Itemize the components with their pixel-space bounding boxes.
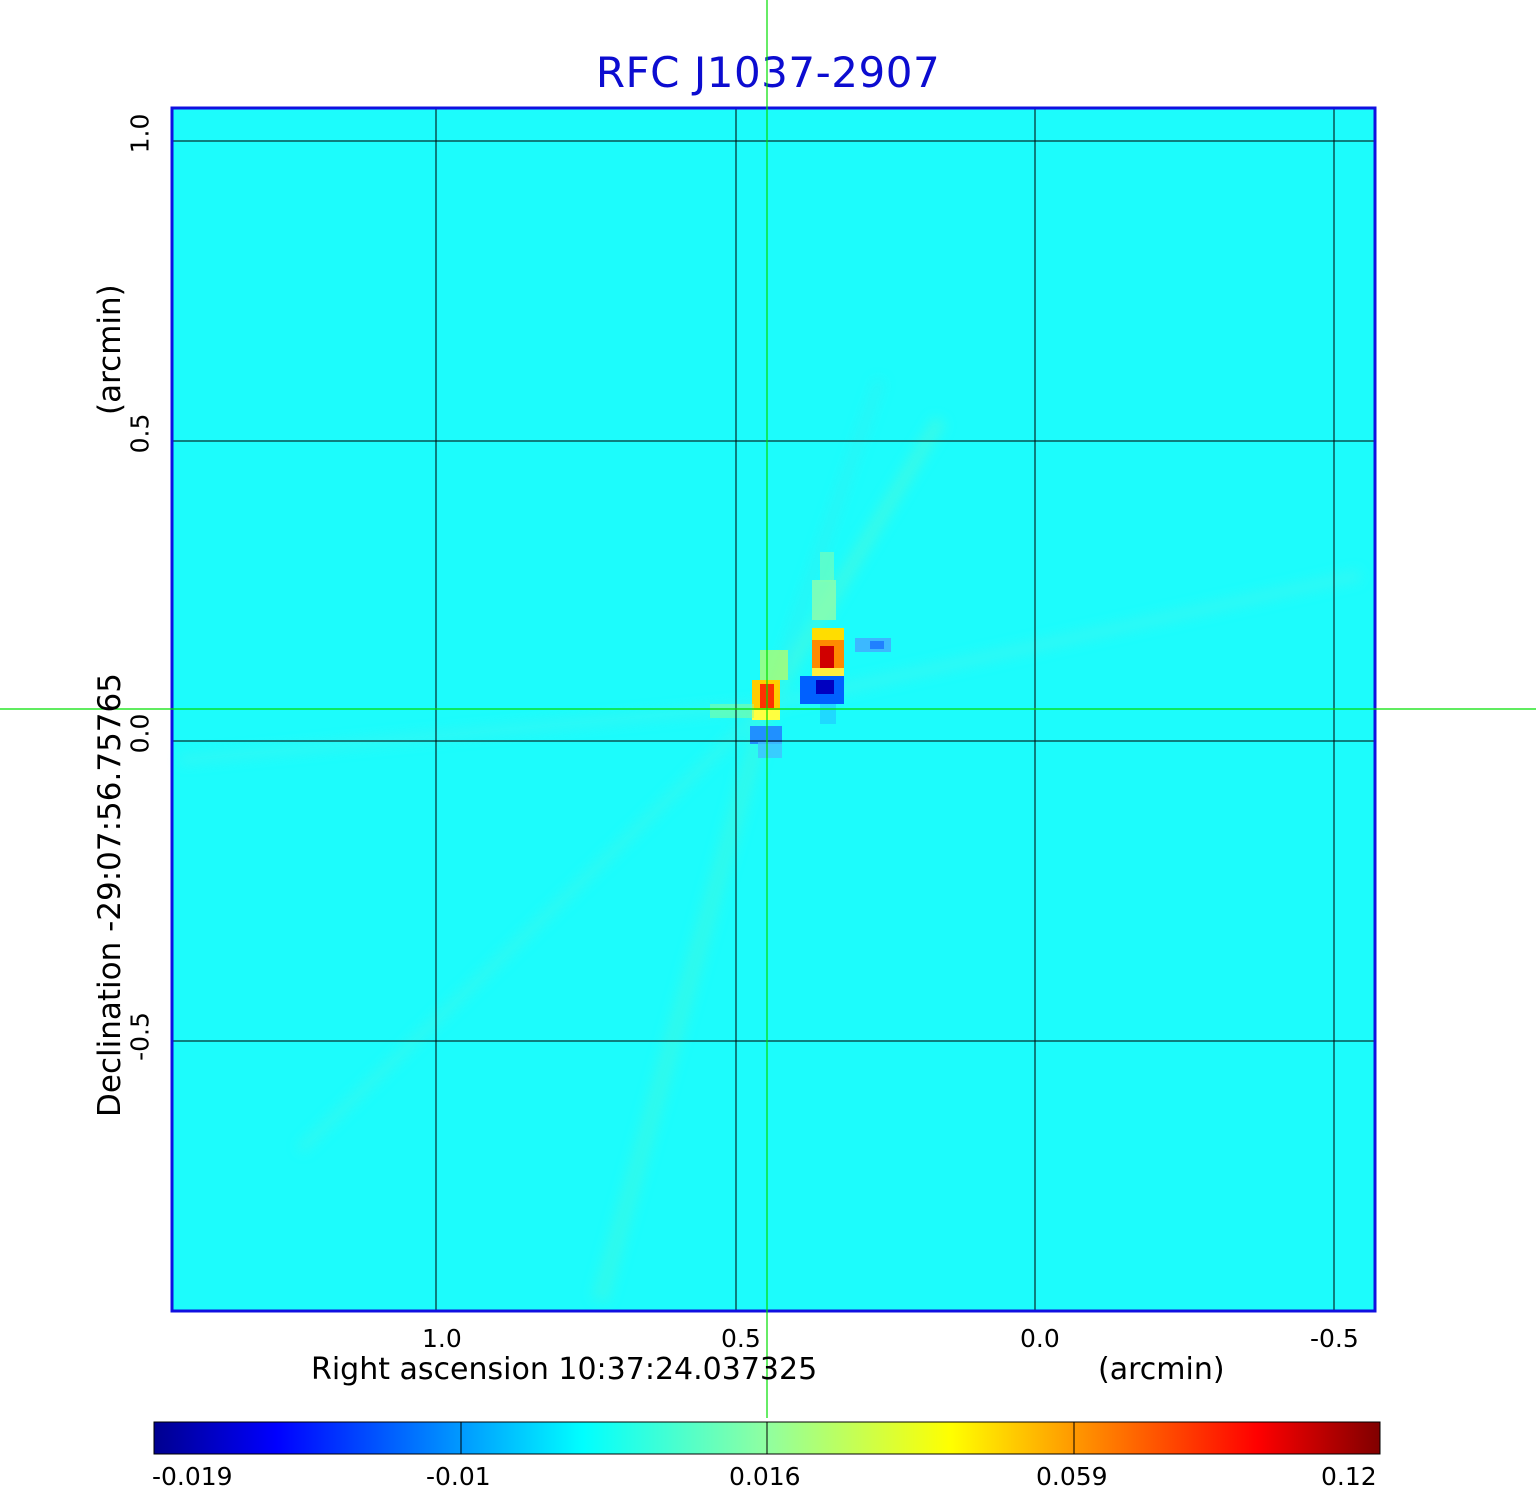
y-axis-unit: (arcmin) — [92, 284, 128, 415]
figure-title: RFC J1037-2907 — [595, 48, 941, 97]
y-tick-label: 0.0 — [125, 713, 155, 754]
x-tick-label: 1.0 — [422, 1324, 462, 1353]
y-tick-label: -0.5 — [125, 1012, 155, 1061]
y-axis-label: Declination -29:07:56.75765 — [92, 673, 128, 1117]
x-tick-label: 0.5 — [721, 1324, 761, 1353]
x-tick-label: -0.5 — [1310, 1324, 1359, 1353]
x-axis-unit: (arcmin) — [1098, 1352, 1225, 1387]
x-axis-label: Right ascension 10:37:24.037325 — [311, 1352, 818, 1387]
colorbar-ticks — [460, 1422, 1075, 1454]
crosshair — [0, 0, 1536, 1418]
y-tick-label: 0.5 — [125, 413, 155, 454]
colorbar-tick-label: -0.019 — [152, 1462, 233, 1491]
colorbar-tick-label: 0.059 — [1036, 1462, 1108, 1491]
y-tick-label: 1.0 — [125, 113, 155, 154]
colorbar-tick-label: 0.016 — [729, 1462, 801, 1491]
x-tick-label: 0.0 — [1020, 1324, 1060, 1353]
image-streaks — [179, 378, 1362, 1303]
colorbar-tick-label: 0.12 — [1321, 1462, 1377, 1491]
colorbar-tick-label: -0.01 — [426, 1462, 491, 1491]
